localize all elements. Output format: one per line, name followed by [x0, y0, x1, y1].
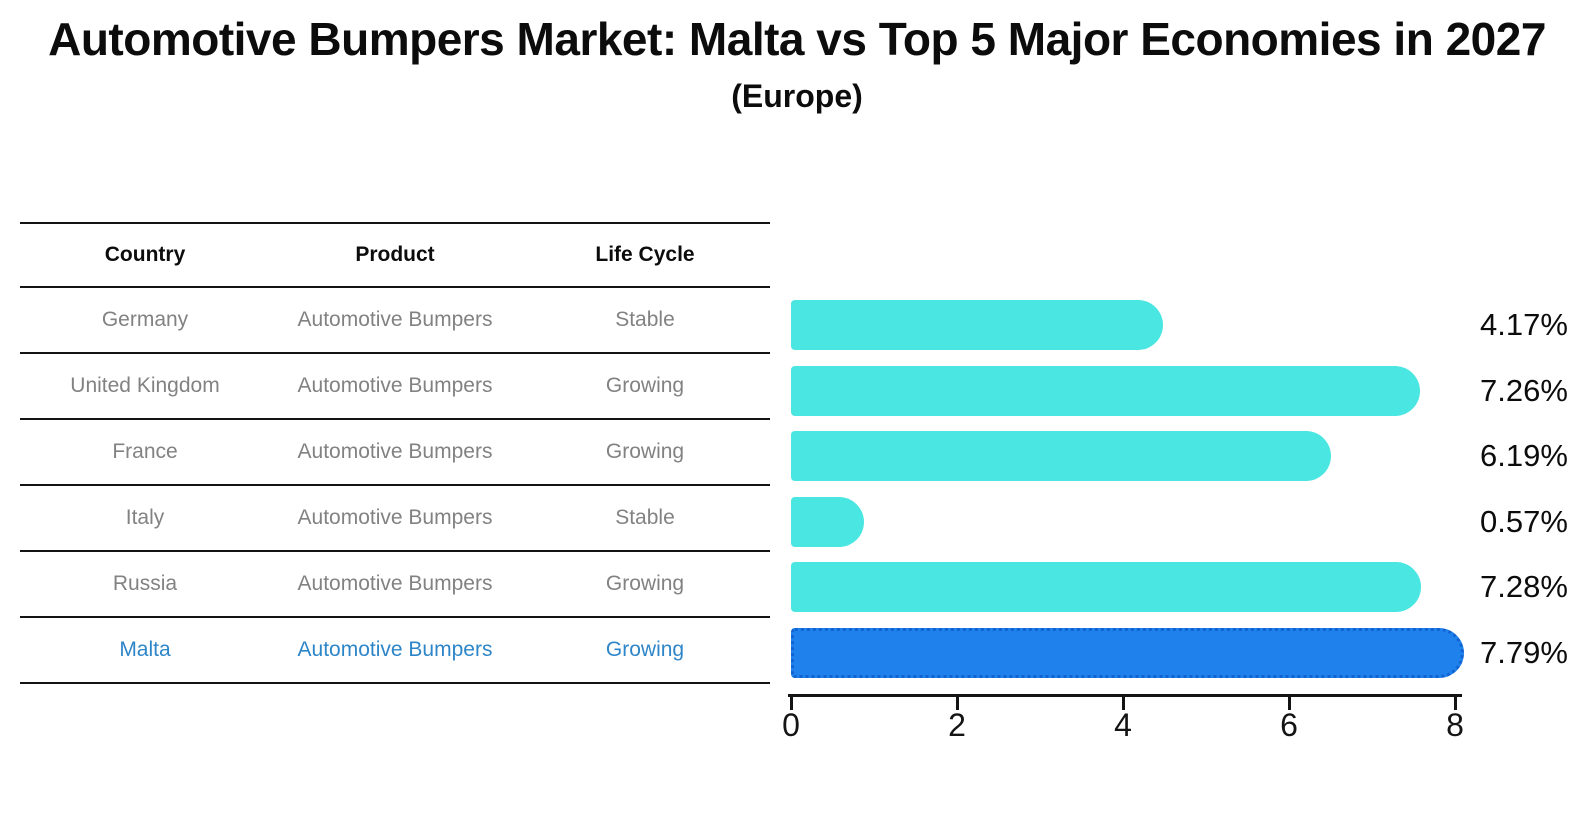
x-axis-line	[788, 694, 1462, 697]
value-label-united-kingdom: 7.26%	[1480, 372, 1568, 408]
x-axis-tick-4	[1121, 697, 1125, 710]
country-cell: France	[112, 440, 178, 463]
bar-russia	[791, 562, 1422, 613]
x-axis-tick-0	[789, 697, 793, 710]
table-header-cell-life-cycle: Life Cycle	[595, 243, 695, 266]
life-cycle-cell: Growing	[605, 638, 685, 661]
table-row-united-kingdom: United Kingdom Automotive Bumpers Growing	[20, 354, 770, 420]
chart-subtitle: (Europe)	[731, 78, 863, 114]
country-table: Country Product Life Cycle Germany Automotiv…	[20, 222, 770, 684]
x-axis-tick-label-4: 4	[1114, 707, 1132, 743]
table-row-germany: Germany Automotive Bumpers Stable	[20, 288, 770, 354]
chart-title: Automotive Bumpers Market: Malta vs Top …	[48, 13, 1546, 65]
bar-united-kingdom	[791, 365, 1420, 416]
product-cell: Automotive Bumpers	[297, 440, 493, 463]
life-cycle-cell: Growing	[605, 572, 685, 595]
table-header-cell-country: Country	[104, 243, 186, 266]
table-row-italy: Italy Automotive Bumpers Stable	[20, 486, 770, 552]
x-axis-tick-label-6: 6	[1280, 707, 1298, 743]
value-label-malta: 7.79%	[1480, 635, 1568, 670]
x-axis-tick-6	[1287, 697, 1291, 710]
table-header-row: Country Product Life Cycle	[20, 222, 770, 288]
country-cell: Italy	[125, 506, 165, 529]
country-cell: United Kingdom	[70, 374, 220, 397]
value-label-germany: 4.17%	[1480, 307, 1568, 342]
value-label-france: 6.19%	[1480, 438, 1568, 474]
x-axis-tick-2	[955, 697, 959, 710]
product-cell: Automotive Bumpers	[297, 374, 493, 397]
x-axis-tick-label-8: 8	[1446, 707, 1464, 743]
x-axis-tick-label-2: 2	[948, 707, 966, 743]
life-cycle-cell: Stable	[615, 308, 675, 331]
product-cell: Automotive Bumpers	[297, 572, 493, 595]
bar-germany	[791, 300, 1164, 350]
bar-italy	[791, 496, 865, 547]
value-label-russia: 7.28%	[1480, 569, 1568, 605]
product-cell: Automotive Bumpers	[297, 506, 493, 529]
life-cycle-cell: Growing	[605, 374, 685, 397]
table-header-cell-product: Product	[355, 243, 435, 266]
life-cycle-cell: Stable	[615, 506, 675, 529]
product-cell: Automotive Bumpers	[297, 638, 493, 661]
country-cell: Russia	[112, 572, 178, 595]
product-cell: Automotive Bumpers	[297, 308, 493, 331]
country-cell: Malta	[119, 638, 171, 661]
table-row-russia: Russia Automotive Bumpers Growing	[20, 552, 770, 618]
value-label-italy: 0.57%	[1480, 503, 1568, 539]
table-row-france: France Automotive Bumpers Growing	[20, 420, 770, 486]
country-cell: Germany	[101, 308, 189, 331]
table-row-malta: Malta Automotive Bumpers Growing	[20, 618, 770, 684]
x-axis-tick-label-0: 0	[782, 707, 800, 743]
bar-malta	[791, 628, 1464, 678]
bar-france	[791, 431, 1331, 482]
life-cycle-cell: Growing	[605, 440, 685, 463]
x-axis-tick-8	[1453, 697, 1457, 710]
